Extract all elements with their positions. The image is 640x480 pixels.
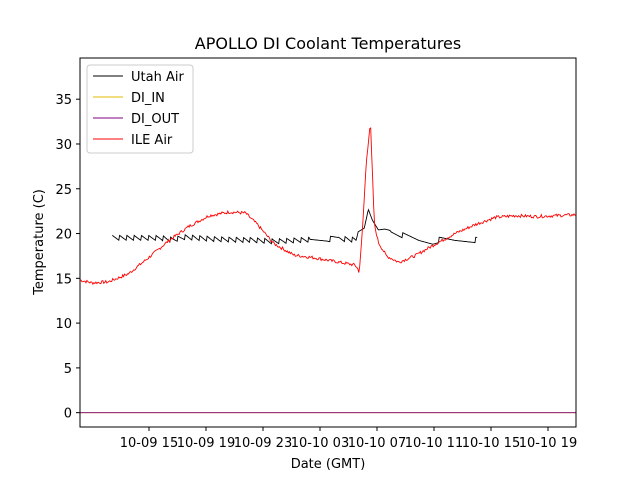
x-tick-label: 10-10 19: [519, 436, 577, 451]
x-tick-label: 10-10 07: [348, 436, 406, 451]
y-tick-label: 15: [55, 272, 72, 287]
y-tick-label: 35: [55, 93, 72, 108]
plot-frame: [79, 57, 577, 428]
chart-title: APOLLO DI Coolant Temperatures: [195, 34, 461, 53]
y-axis: 0 5 10 15 20 25 30 35: [55, 93, 80, 422]
series-line-ile-air: [80, 127, 577, 285]
x-tick-label: 10-09 19: [177, 436, 235, 451]
legend: Utah Air DI_IN DI_OUT ILE Air: [86, 64, 194, 154]
legend-label: DI_IN: [131, 91, 165, 106]
x-axis-label: Date (GMT): [291, 457, 366, 472]
y-tick-label: 5: [64, 362, 72, 377]
legend-label: Utah Air: [131, 70, 184, 85]
legend-frame: [86, 64, 194, 154]
y-tick-label: 10: [55, 317, 72, 332]
x-tick-label: 10-09 23: [234, 436, 292, 451]
y-tick-label: 0: [64, 407, 72, 422]
y-axis-label: Temperature (C): [32, 189, 47, 296]
legend-label: DI_OUT: [131, 112, 179, 127]
legend-label: ILE Air: [131, 133, 173, 148]
y-tick-label: 25: [55, 183, 72, 198]
x-tick-label: 10-10 15: [462, 436, 520, 451]
y-tick-label: 30: [55, 138, 72, 153]
x-tick-label: 10-09 15: [120, 436, 178, 451]
series-layer: [80, 127, 577, 414]
y-tick-label: 20: [55, 228, 72, 243]
x-tick-label: 10-10 11: [405, 436, 463, 451]
x-tick-label: 10-10 03: [291, 436, 349, 451]
